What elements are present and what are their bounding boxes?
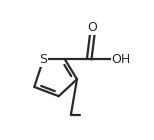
Text: OH: OH: [112, 53, 131, 66]
Text: S: S: [39, 53, 47, 66]
Text: O: O: [87, 21, 97, 34]
